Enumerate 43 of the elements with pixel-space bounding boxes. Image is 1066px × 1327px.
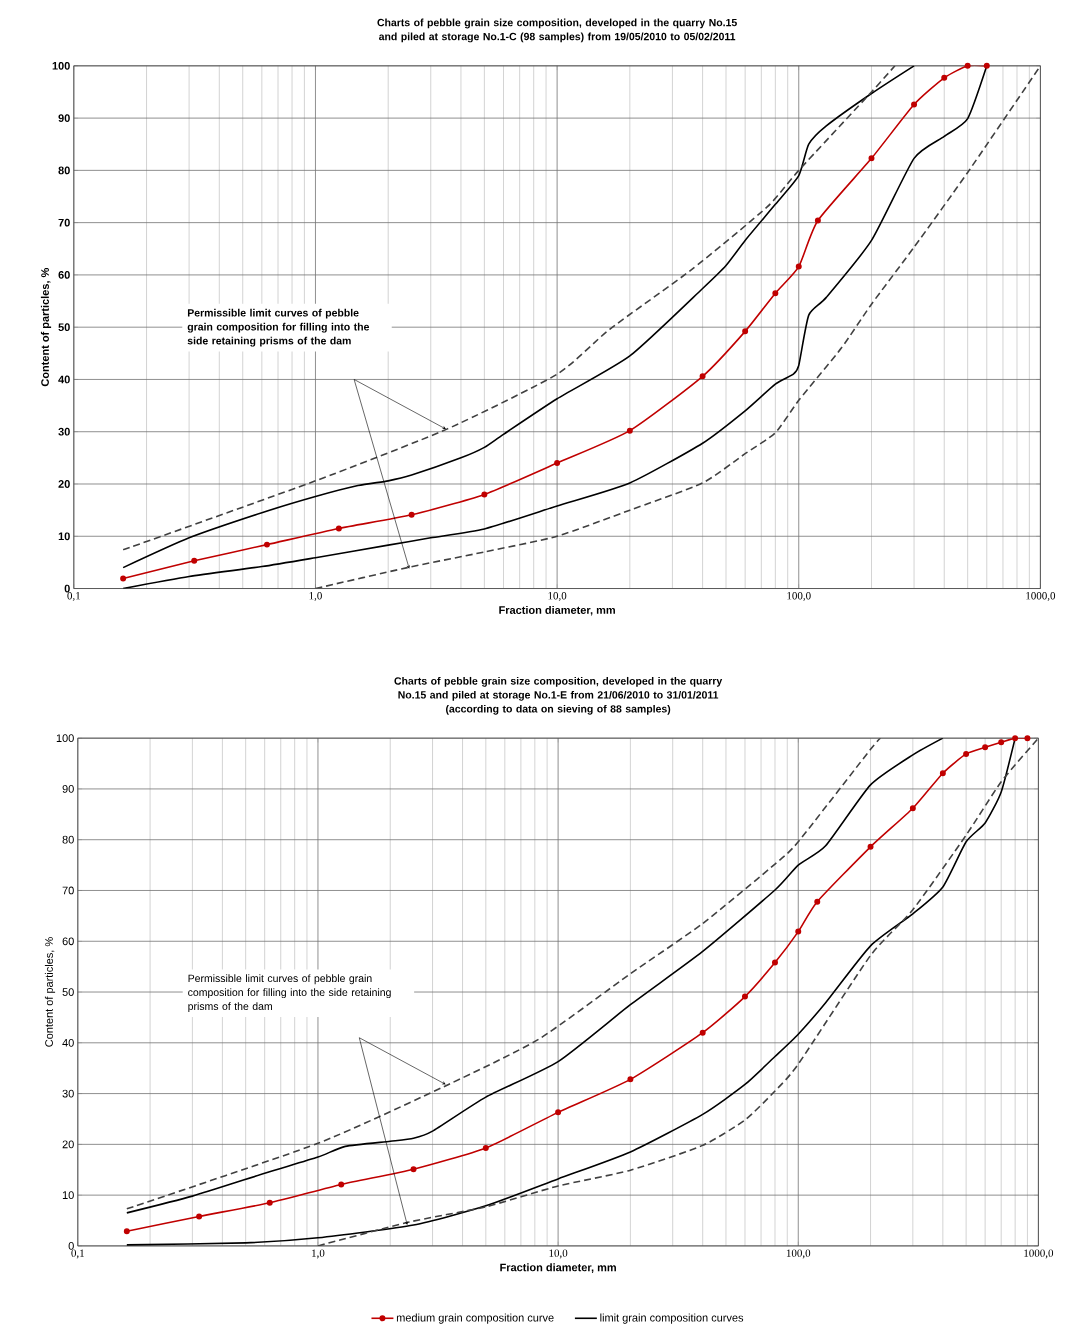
x-tick-label: 0,1 [71,1249,84,1259]
y-tick-label: 40 [62,1038,74,1047]
y-tick-label: 70 [58,218,70,227]
chart-title: Charts of pebble grain size composition, developed in the quarry No.15 and piled at storage No.1-E from 21/06/2010 to 31/01/2011 [394,676,722,701]
annotation: Permissible limit curves of pebble grain composition for filling into the side retaining prisms of the dam [187,308,369,347]
chart-subtitle: (according to data on sieving of 88 samples) [445,704,671,715]
y-tick-label: 30 [62,1089,74,1098]
y-tick-label: 50 [58,323,70,332]
x-tick-label: 10,0 [549,1249,568,1259]
x-tick-label: 1,0 [309,592,322,602]
y-tick-label: 60 [58,271,70,279]
x-tick-label: 100,0 [787,592,811,602]
x-axis-title: Fraction diameter, mm [500,1263,616,1273]
y-axis-title: Content of particles, % [40,268,51,387]
y-axis-title: Content of particles, % [44,937,55,1047]
y-tick-label: 0 [64,584,70,593]
y-tick-label: 60 [62,937,74,946]
y-tick-label: 40 [58,375,70,384]
x-axis-title: Fraction diameter, mm [499,605,615,616]
annotation: Permissible limit curves of pebble grain composition for filling into the side retaining prisms of the dam [187,974,391,1013]
x-tick-label: 1,0 [311,1249,325,1259]
x-tick-label: 1000,0 [1024,1249,1053,1259]
y-tick-label: 80 [58,166,70,175]
y-tick-label: 10 [58,532,70,541]
x-tick-label: 10,0 [548,592,567,602]
y-tick-label: 100 [56,734,74,743]
y-tick-label: 90 [58,114,70,122]
y-tick-label: 100 [52,61,70,70]
y-tick-label: 70 [62,886,74,895]
y-tick-label: 30 [58,427,70,436]
y-tick-label: 50 [62,988,74,996]
y-tick-label: 80 [62,835,74,844]
x-tick-label: 0,1 [67,592,80,602]
chart-title: Charts of pebble grain size composition, developed in the quarry No.15 and piled at storage No.1-C (98 samples) from 19/05/2010 to 05/02/2011 [377,18,737,43]
x-tick-label: 100,0 [786,1249,811,1259]
y-tick-label: 20 [58,480,70,488]
y-tick-label: 10 [62,1191,74,1200]
x-tick-label: 1000,0 [1026,592,1055,602]
y-tick-label: 20 [62,1140,74,1149]
y-tick-label: 0 [68,1242,74,1250]
legend-label: medium grain composition curve [396,1313,554,1324]
legend-label: limit grain composition curves [600,1313,743,1324]
y-tick-label: 90 [62,785,74,793]
